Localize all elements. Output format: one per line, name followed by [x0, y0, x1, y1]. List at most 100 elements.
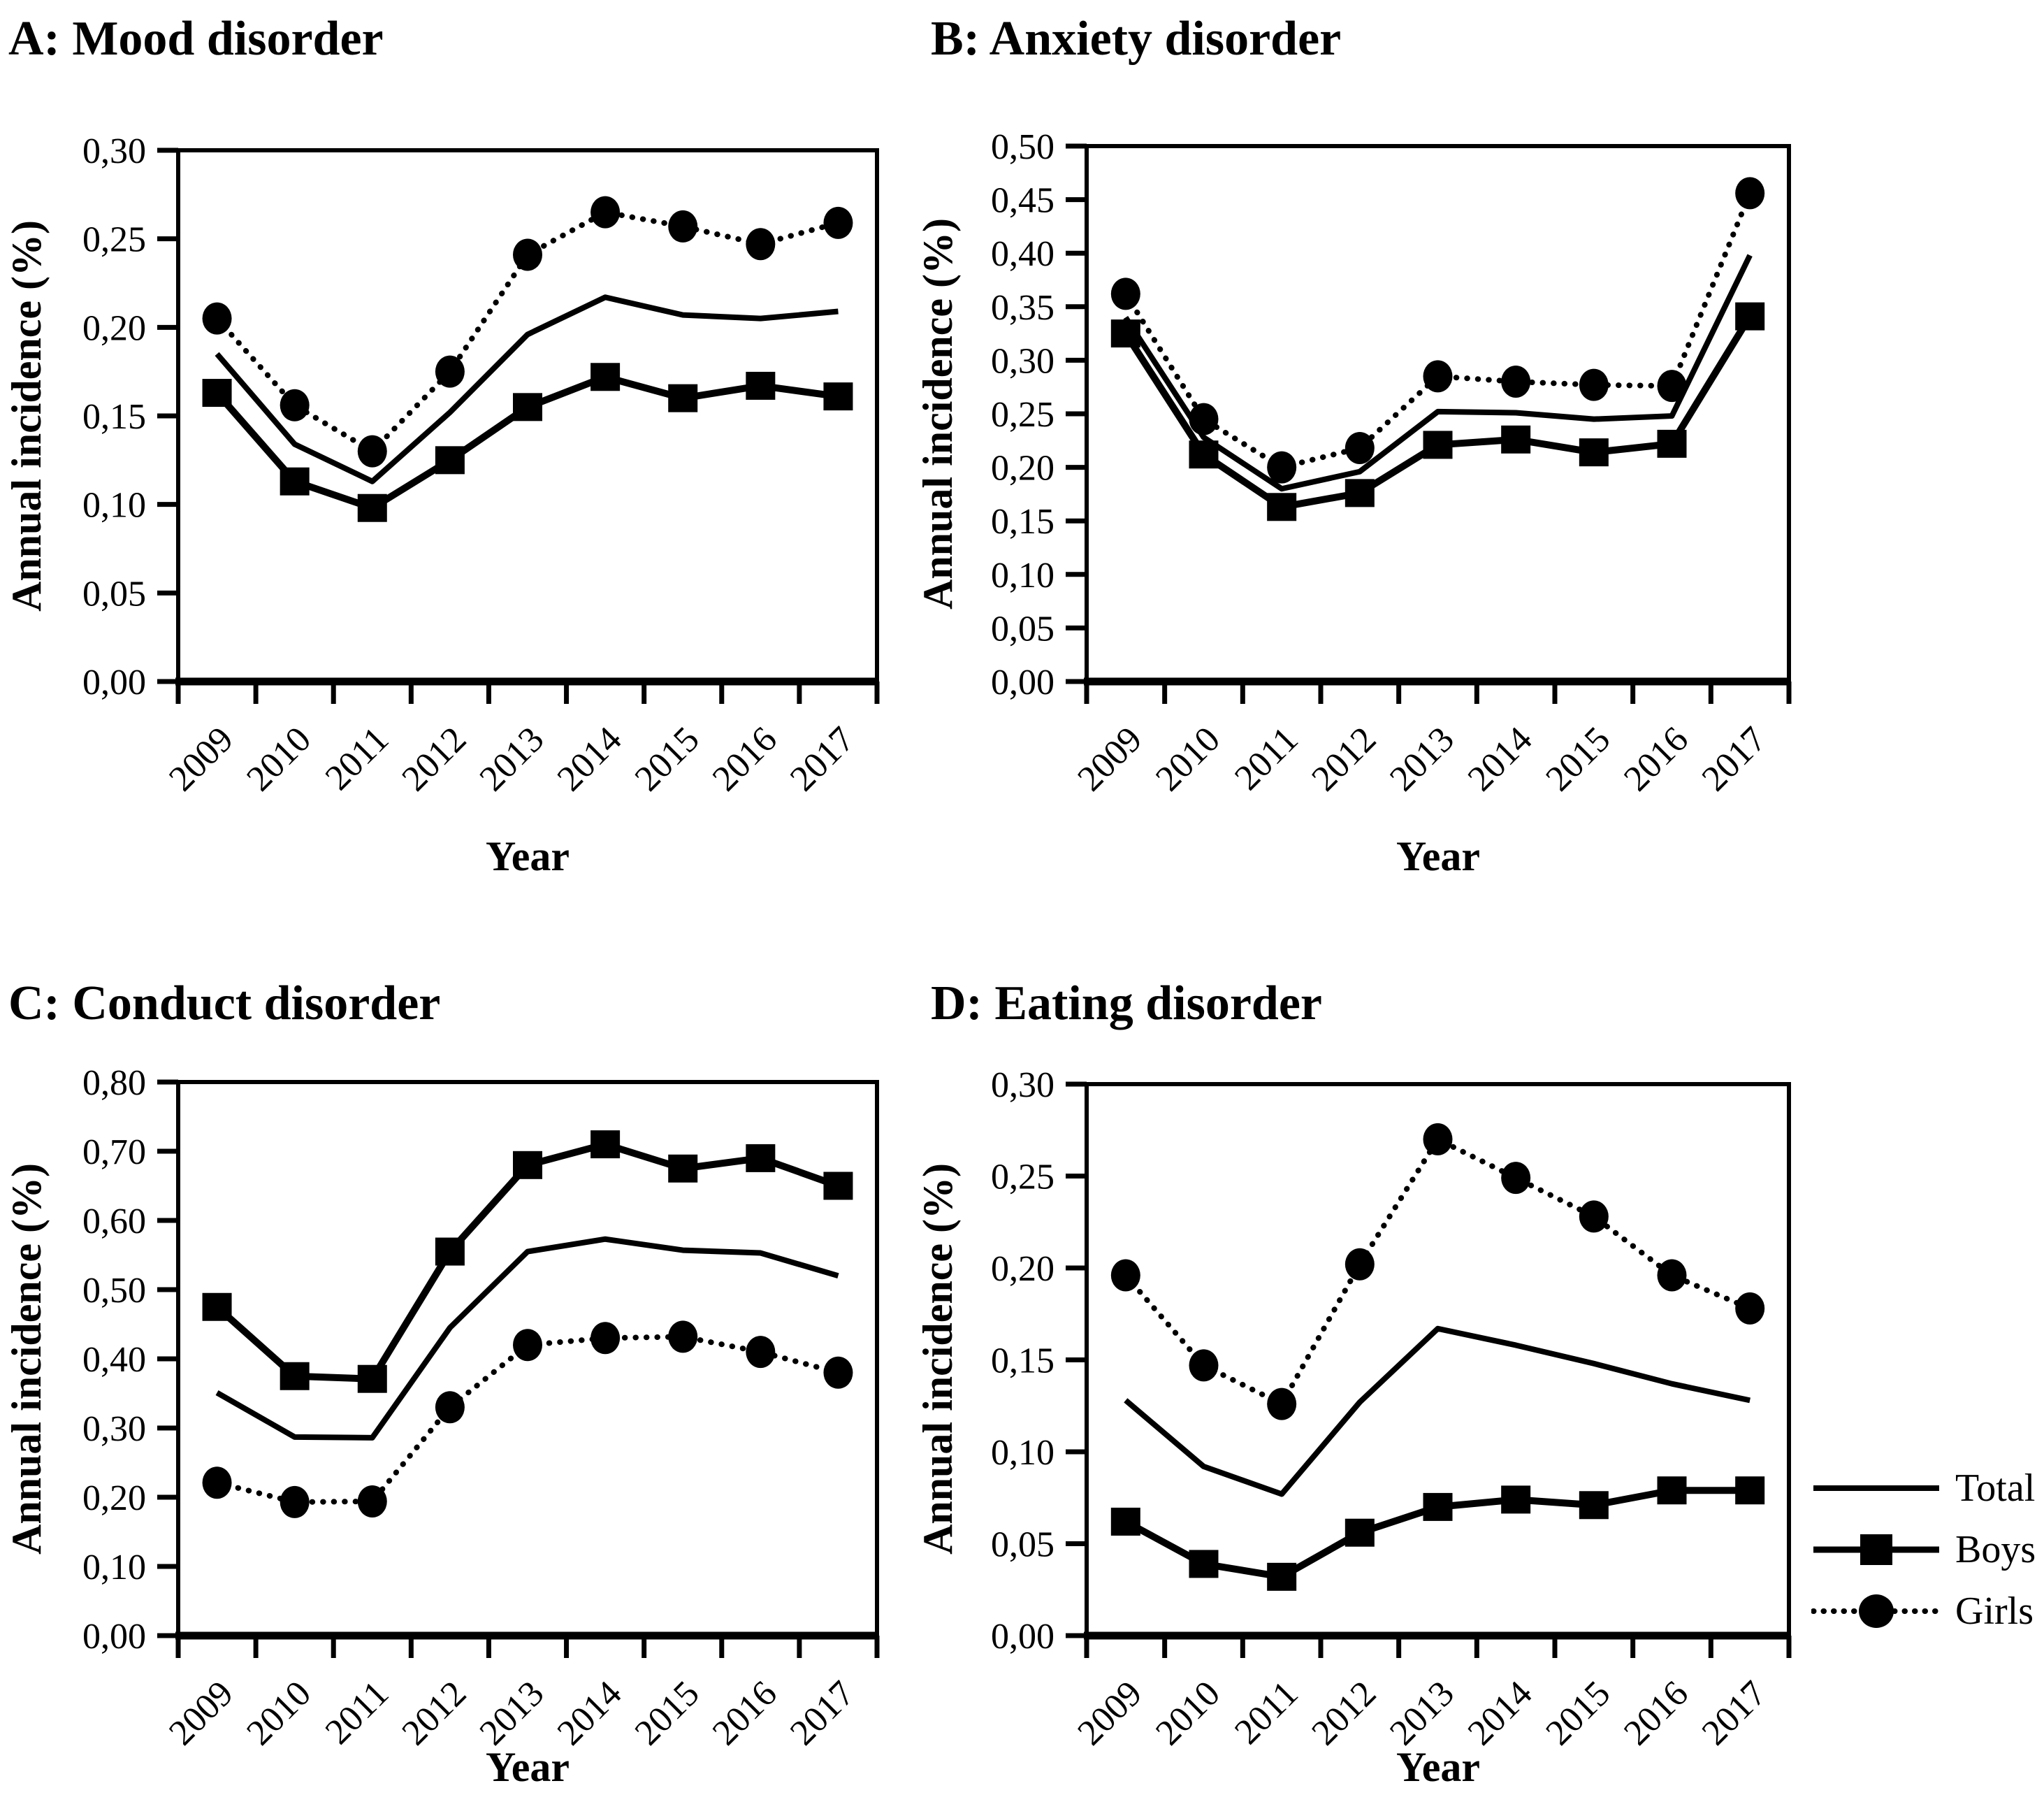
panel-b-ylabel: Annual incidence (%) [915, 218, 961, 610]
x-tick-label: 2013 [472, 719, 552, 799]
circle-marker [513, 238, 542, 271]
circle-marker [1657, 370, 1687, 403]
y-tick-label: 0,20 [82, 308, 146, 348]
circle-marker [746, 228, 776, 261]
square-marker [202, 1292, 232, 1321]
y-tick-label: 0,10 [82, 1548, 146, 1587]
legend-label-total: Total [1955, 1466, 2036, 1510]
x-axis-ticks [175, 1636, 880, 1658]
x-axis-ticks [175, 682, 880, 704]
square-marker [1657, 429, 1687, 458]
panel-c-plot-area: 0,00 0,10 0,20 0,30 0,40 0,50 0,60 0,70 0,80 2009… [82, 1063, 880, 1753]
circle-marker [668, 210, 698, 243]
square-marker [202, 379, 232, 408]
series-total [1123, 254, 1753, 492]
x-tick-label: 2013 [1382, 1673, 1462, 1753]
y-tick-label: 0,30 [82, 131, 146, 171]
square-marker [1267, 1562, 1297, 1591]
x-axis-ticks [1084, 1636, 1792, 1658]
series-boys [1110, 1476, 1765, 1591]
series-total [215, 294, 839, 484]
y-tick-label: 0,40 [991, 234, 1054, 274]
square-marker [1579, 1491, 1609, 1520]
x-tick-label: 2016 [705, 719, 785, 799]
x-tick-label: 2015 [1538, 1673, 1618, 1753]
x-tick-label: 2014 [550, 1673, 630, 1753]
panel-c-xlabel: Year [486, 1744, 570, 1790]
square-marker [823, 1172, 853, 1200]
square-marker [1110, 319, 1140, 348]
x-tick-label: 2011 [318, 719, 396, 798]
legend: Total Boys Girls [1811, 1466, 2036, 1633]
y-tick-label: 0,50 [991, 127, 1054, 167]
circle-marker [746, 1336, 776, 1369]
circle-marker [590, 1322, 621, 1355]
circle-marker [668, 1320, 698, 1353]
circle-marker [202, 302, 232, 335]
boys-line-square-swatch-icon [1813, 1534, 1939, 1565]
y-tick-label: 0,35 [991, 288, 1054, 328]
circle-marker [1501, 1162, 1531, 1195]
panel-b-plot-area: 0,00 0,05 0,10 0,15 0,20 0,25 0,30 0,35 0,40 0,45… [991, 127, 1792, 799]
y-tick-label: 0,30 [991, 341, 1054, 381]
square-marker [1344, 1518, 1375, 1547]
circle-marker [1423, 1123, 1453, 1155]
y-tick-label: 0,25 [82, 220, 146, 260]
y-axis-ticks: 0,00 0,05 0,10 0,15 0,20 0,25 0,30 [82, 131, 178, 702]
x-tick-label: 2016 [705, 1673, 785, 1753]
x-tick-label: 2013 [472, 1673, 552, 1753]
y-tick-label: 0,05 [991, 609, 1054, 649]
y-tick-label: 0,60 [82, 1202, 146, 1241]
circle-marker [1344, 1248, 1375, 1281]
y-tick-label: 0,20 [82, 1478, 146, 1518]
square-marker [823, 382, 853, 411]
circle-marker [357, 1485, 387, 1518]
circle-marker [280, 389, 310, 421]
y-tick-label: 0,50 [82, 1271, 146, 1311]
square-marker [513, 393, 542, 421]
y-tick-label: 0,25 [991, 395, 1054, 435]
square-marker [668, 1154, 698, 1183]
circle-marker [513, 1329, 542, 1362]
panel-b-title: B: Anxiety disorder [931, 12, 1342, 66]
x-tick-label: 2014 [1460, 719, 1540, 799]
square-marker [280, 467, 310, 496]
y-tick-label: 0,30 [82, 1409, 146, 1449]
square-marker [513, 1151, 542, 1179]
x-tick-label: 2015 [1538, 719, 1618, 799]
circle-marker [1189, 403, 1219, 435]
x-tick-label: 2011 [1227, 719, 1305, 798]
circle-marker [357, 435, 387, 468]
panel-d-ylabel: Annual incidence (%) [915, 1163, 961, 1555]
square-marker [1423, 1492, 1453, 1521]
y-tick-label: 0,00 [82, 663, 146, 702]
y-tick-label: 0,10 [991, 1433, 1054, 1473]
y-tick-label: 0,10 [991, 556, 1054, 596]
legend-label-girls: Girls [1955, 1589, 2034, 1633]
circle-marker [435, 1391, 465, 1424]
x-tick-label: 2009 [1070, 719, 1150, 799]
x-tick-label: 2016 [1616, 719, 1696, 799]
x-tick-label: 2015 [628, 719, 707, 799]
circle-marker [1267, 1387, 1297, 1420]
y-tick-label: 0,05 [82, 574, 146, 614]
y-axis-ticks: 0,00 0,05 0,10 0,15 0,20 0,25 0,30 0,35 0,40 0,45… [991, 127, 1087, 702]
x-tick-label: 2014 [550, 719, 630, 799]
y-tick-label: 0,00 [991, 663, 1054, 702]
circle-marker [1344, 432, 1375, 465]
panel-a-plot-area: 0,00 0,05 0,10 0,15 0,20 0,25 0,30 200920102011… [82, 131, 880, 799]
square-marker [1344, 479, 1375, 507]
panel-c-ylabel: Annual incidence (%) [3, 1163, 50, 1555]
y-axis-ticks: 0,00 0,05 0,10 0,15 0,20 0,25 0,30 [991, 1065, 1087, 1657]
circle-marker [1423, 360, 1453, 393]
circle-marker [1657, 1259, 1687, 1292]
circle-marker [1579, 368, 1609, 401]
y-tick-label: 0,20 [991, 449, 1054, 489]
legend-row-girls: Girls [1811, 1589, 2036, 1633]
x-tick-label: 2016 [1616, 1673, 1696, 1753]
square-marker [590, 363, 621, 391]
